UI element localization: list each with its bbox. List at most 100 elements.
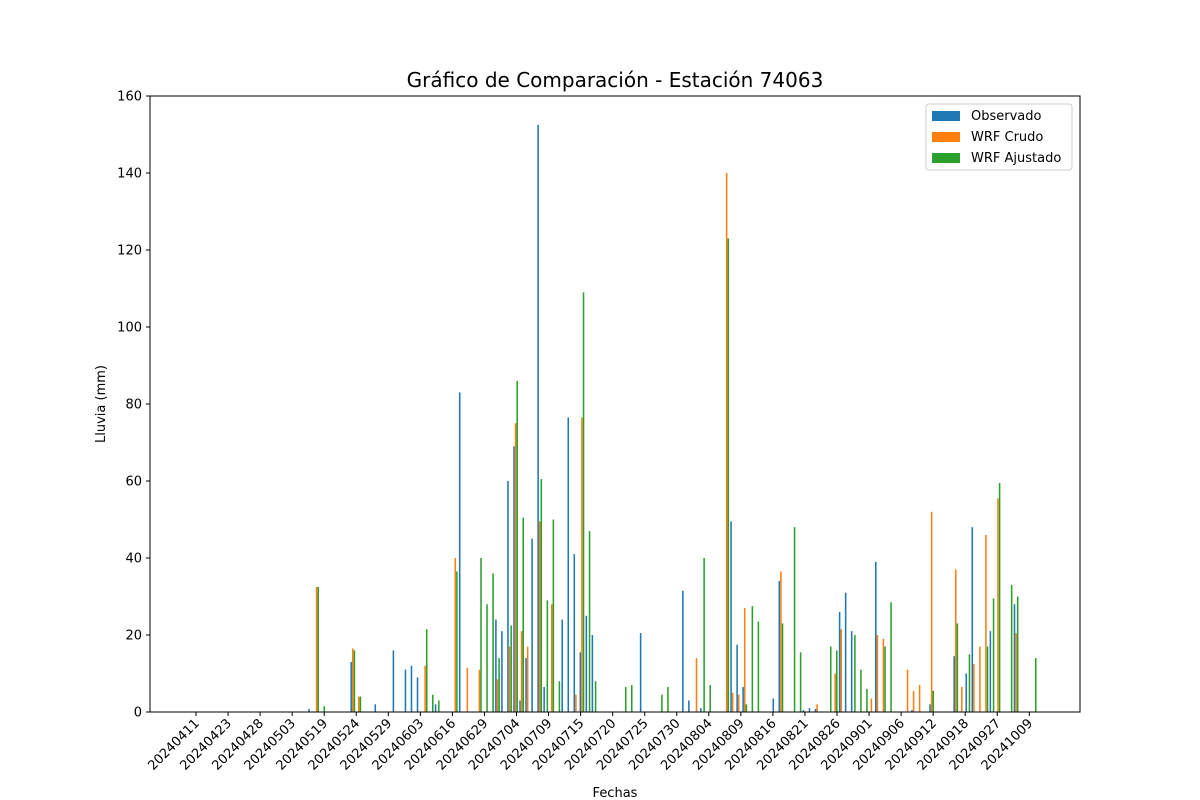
y-tick-label: 40 <box>125 552 142 567</box>
bar-wrf-crudo <box>731 692 734 712</box>
bar-observado <box>501 631 503 712</box>
x-axis-label: Fechas <box>593 786 638 800</box>
bar-wrf-crudo <box>930 511 933 712</box>
bar-observado <box>850 631 853 712</box>
bar-wrf-crudo <box>743 608 746 712</box>
bar-wrf-crudo <box>466 667 469 712</box>
bar-observado <box>543 686 545 712</box>
legend-label-wrf-ajustado: WRF Ajustado <box>971 151 1061 166</box>
bar-wrf-crudo <box>526 646 529 712</box>
bar-wrf-crudo <box>906 669 909 712</box>
bar-observado <box>844 592 847 712</box>
bar-wrf-ajustado <box>510 625 512 713</box>
bar-wrf-ajustado <box>1010 584 1013 712</box>
bar-wrf-ajustado <box>986 646 989 712</box>
bar-wrf-crudo <box>737 694 740 712</box>
bar-observado <box>639 633 642 712</box>
bar-observado <box>561 619 564 712</box>
bar-wrf-crudo <box>882 638 885 712</box>
bar-wrf-ajustado <box>522 517 524 712</box>
y-tick-label: 0 <box>134 706 142 721</box>
bar-wrf-crudo <box>834 673 836 712</box>
bar-wrf-crudo <box>358 696 360 712</box>
bar-wrf-crudo <box>315 586 318 713</box>
bar-wrf-ajustado <box>594 681 597 712</box>
bar-wrf-ajustado <box>480 558 482 712</box>
bar-observado <box>585 615 588 712</box>
bar-wrf-crudo <box>725 173 728 712</box>
legend-label-observado: Observado <box>971 109 1042 124</box>
bar-wrf-crudo <box>955 569 957 712</box>
bar-wrf-crudo <box>1015 633 1017 712</box>
bar-observado <box>730 521 732 712</box>
bar-observado <box>525 658 527 712</box>
bar-observado <box>814 708 817 712</box>
bar-wrf-ajustado <box>456 571 458 712</box>
bar-wrf-crudo <box>961 686 963 712</box>
bar-observado <box>458 392 461 712</box>
bar-wrf-ajustado <box>709 685 711 712</box>
bar-observado <box>778 581 781 712</box>
bar-observado <box>929 704 931 712</box>
y-tick-label: 120 <box>117 244 142 259</box>
y-tick-label: 60 <box>125 475 142 490</box>
bar-wrf-ajustado <box>932 690 935 712</box>
bar-observado <box>495 619 497 712</box>
bar-wrf-ajustado <box>667 686 669 712</box>
bar-wrf-crudo <box>454 558 457 712</box>
bar-wrf-crudo <box>695 658 698 712</box>
bar-wrf-ajustado <box>425 629 428 712</box>
bars-group <box>308 124 1037 713</box>
bar-observado <box>1013 604 1016 712</box>
bar-wrf-crudo <box>985 534 987 712</box>
bar-wrf-crudo <box>840 629 842 712</box>
bar-wrf-ajustado <box>432 694 434 712</box>
bar-wrf-ajustado <box>546 600 549 712</box>
bar-wrf-crudo <box>478 669 481 712</box>
bar-wrf-crudo <box>508 646 511 712</box>
bar-observado <box>537 124 539 713</box>
bar-wrf-crudo <box>424 665 426 712</box>
bar-wrf-ajustado <box>540 479 543 712</box>
bar-wrf-crudo <box>538 521 541 712</box>
bar-observado <box>875 561 877 712</box>
y-axis-ticks: 0 20 40 60 80 100 120 140 160 <box>117 90 150 721</box>
bar-wrf-ajustado <box>829 646 832 712</box>
bar-observado <box>911 710 913 712</box>
bar-wrf-ajustado <box>498 658 500 712</box>
bar-wrf-ajustado <box>353 650 356 712</box>
bar-wrf-ajustado <box>1034 658 1037 712</box>
bar-observado <box>374 704 377 712</box>
legend-swatch-wrf-crudo <box>932 132 960 142</box>
bar-observado <box>802 710 805 712</box>
bar-wrf-crudo <box>575 694 577 712</box>
bar-wrf-crudo <box>514 423 517 712</box>
bar-observado <box>808 708 811 712</box>
bar-wrf-ajustado <box>890 602 892 712</box>
bar-wrf-ajustado <box>968 654 971 712</box>
bar-observado <box>519 700 521 712</box>
bar-wrf-ajustado <box>516 380 518 712</box>
bar-wrf-ajustado <box>781 623 784 712</box>
bar-wrf-ajustado <box>799 652 802 712</box>
bar-observado <box>700 708 702 712</box>
bar-wrf-ajustado <box>624 686 627 712</box>
bar-wrf-ajustado <box>492 573 494 712</box>
bar-observado <box>688 700 690 712</box>
bar-wrf-crudo <box>876 635 879 712</box>
bar-observado <box>591 635 594 712</box>
bar-wrf-ajustado <box>745 704 748 712</box>
bar-wrf-crudo <box>581 417 583 712</box>
bar-wrf-ajustado <box>582 292 585 712</box>
bar-observado <box>579 652 582 712</box>
bar-wrf-ajustado <box>703 558 705 712</box>
bar-wrf-ajustado <box>552 519 555 712</box>
bar-observado <box>573 554 576 712</box>
bar-observado <box>416 677 419 712</box>
bar-wrf-ajustado <box>866 688 868 712</box>
bar-wrf-crudo <box>551 604 553 712</box>
bar-observado <box>410 665 413 712</box>
bar-observado <box>308 708 310 712</box>
bar-observado <box>953 656 955 712</box>
